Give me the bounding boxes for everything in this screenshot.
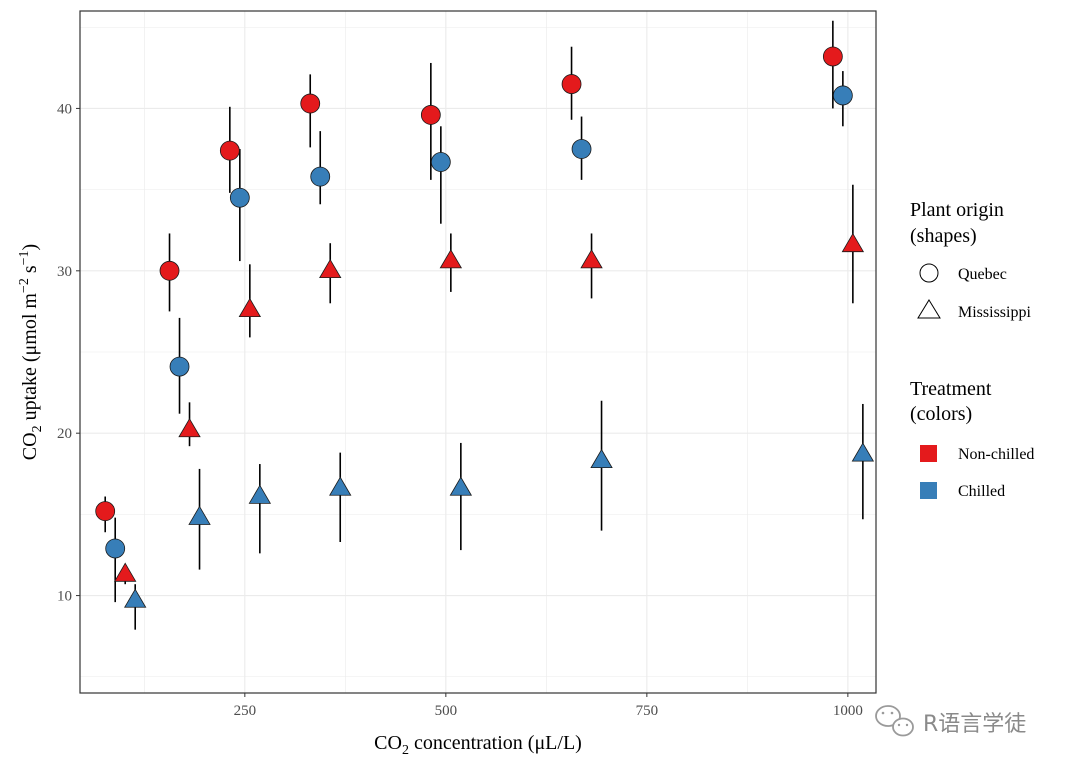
data-point-circle	[169, 356, 190, 377]
data-point-circle	[571, 139, 592, 159]
data-point-triangle	[439, 249, 463, 269]
y-tick-label: 40	[57, 101, 72, 117]
watermark: R语言学徒	[875, 705, 1026, 737]
legend-label-non-chilled: Non-chilled	[958, 446, 1034, 463]
data-point-triangle	[841, 232, 865, 253]
legend-label-quebec: Quebec	[958, 266, 1007, 283]
legend-label-mississippi: Mississippi	[958, 304, 1031, 321]
data-point-circle	[420, 105, 441, 125]
x-tick-label: 1000	[833, 703, 863, 719]
legend-swatch-non-chilled	[920, 445, 937, 462]
data-point-triangle	[580, 249, 603, 269]
legend-colors-title-line1: Treatment	[910, 378, 992, 400]
legend-triangle-key	[917, 299, 941, 319]
legend-shapes-title-line2: (shapes)	[910, 225, 977, 247]
data-point-circle	[105, 538, 126, 559]
legend-shapes: Plant origin (shapes) Quebec Mississippi	[910, 199, 1031, 321]
x-tick-label: 500	[435, 703, 458, 719]
data-point-circle	[219, 140, 240, 161]
x-axis-title: CO2 concentration (μL/L)	[374, 732, 582, 758]
error-bars	[104, 20, 864, 630]
data-point-circle	[310, 166, 331, 187]
data-point-triangle	[124, 588, 147, 608]
data-point-triangle	[319, 258, 342, 279]
plot-panel-border	[79, 10, 877, 694]
legend-label-chilled: Chilled	[958, 483, 1005, 500]
legend-circle-key	[919, 263, 939, 283]
legend-swatch-chilled	[920, 482, 937, 499]
x-axis: 250 500 750 1000	[234, 693, 863, 719]
data-point-circle	[159, 260, 180, 281]
data-point-triangle	[114, 562, 137, 582]
y-tick-label: 10	[57, 589, 72, 605]
data-point-circle	[561, 74, 582, 94]
x-tick-label: 750	[636, 703, 659, 719]
grid	[80, 11, 876, 693]
y-tick-label: 20	[57, 426, 72, 442]
y-tick-label: 30	[57, 264, 72, 280]
data-point-circle	[300, 93, 321, 114]
data-point-circle	[95, 501, 116, 522]
legend-colors-title-line2: (colors)	[910, 403, 972, 425]
data-point-triangle	[238, 297, 262, 318]
data-point-triangle	[449, 476, 473, 496]
data-point-triangle	[248, 484, 272, 504]
y-axis: 10 20 30 40	[57, 101, 80, 605]
data-points	[95, 46, 875, 608]
data-point-triangle	[851, 442, 875, 462]
data-point-triangle	[188, 505, 211, 525]
legend-colors: Treatment (colors) Non-chilled Chilled	[910, 378, 1034, 500]
watermark-text: R语言学徒	[923, 712, 1026, 737]
data-point-triangle	[329, 476, 352, 496]
wechat-icon	[875, 705, 914, 737]
x-tick-label: 250	[234, 703, 257, 719]
data-point-circle	[832, 85, 853, 106]
y-axis-title: CO2 uptake (μmol m−2 s−1)	[17, 244, 45, 460]
data-point-triangle	[590, 448, 613, 469]
legend-shapes-title-line1: Plant origin	[910, 199, 1004, 221]
data-point-circle	[430, 152, 451, 172]
data-point-circle	[229, 187, 250, 208]
data-point-triangle	[178, 417, 201, 438]
data-point-circle	[822, 46, 843, 67]
